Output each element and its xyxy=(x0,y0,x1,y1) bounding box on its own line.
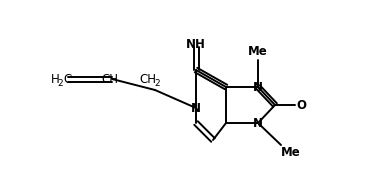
Text: O: O xyxy=(296,99,306,112)
Text: CH: CH xyxy=(140,73,156,86)
Text: Me: Me xyxy=(248,45,268,57)
Text: 2: 2 xyxy=(57,79,63,87)
Text: Me: Me xyxy=(281,146,301,159)
Text: CH: CH xyxy=(102,73,118,86)
Text: N: N xyxy=(253,117,263,129)
Text: N: N xyxy=(191,101,201,114)
Text: N: N xyxy=(253,80,263,94)
Text: 2: 2 xyxy=(154,79,160,87)
Text: H: H xyxy=(50,73,59,86)
Text: C: C xyxy=(63,73,71,86)
Text: NH: NH xyxy=(186,37,206,50)
